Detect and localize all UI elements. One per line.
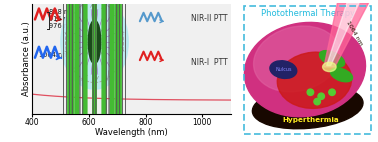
Circle shape — [110, 0, 114, 142]
Ellipse shape — [61, 0, 128, 89]
Circle shape — [83, 0, 87, 142]
Ellipse shape — [322, 62, 336, 72]
Ellipse shape — [330, 68, 353, 82]
Circle shape — [75, 0, 79, 142]
Text: NIR-II PTT: NIR-II PTT — [191, 14, 228, 23]
Text: 976 nm: 976 nm — [50, 23, 75, 29]
Ellipse shape — [277, 52, 352, 108]
Ellipse shape — [319, 51, 345, 67]
Text: Nulcus: Nulcus — [275, 67, 291, 72]
Circle shape — [329, 89, 335, 95]
Circle shape — [93, 0, 96, 142]
Circle shape — [118, 0, 121, 142]
Circle shape — [116, 0, 119, 142]
Circle shape — [102, 0, 106, 142]
Polygon shape — [324, 3, 369, 67]
Circle shape — [314, 98, 321, 105]
Text: 1064 nm: 1064 nm — [39, 52, 69, 58]
Ellipse shape — [245, 22, 366, 117]
Circle shape — [110, 0, 114, 142]
Circle shape — [75, 0, 79, 142]
Text: Hyperthermia: Hyperthermia — [282, 117, 339, 123]
Circle shape — [83, 0, 87, 142]
Circle shape — [102, 0, 106, 142]
Ellipse shape — [254, 26, 340, 92]
Ellipse shape — [253, 85, 363, 129]
Ellipse shape — [270, 61, 297, 78]
Circle shape — [68, 0, 71, 142]
Text: 808 nm: 808 nm — [50, 9, 75, 14]
Y-axis label: Absorbance (a.u.): Absorbance (a.u.) — [22, 22, 31, 96]
Circle shape — [93, 0, 96, 142]
Ellipse shape — [88, 20, 101, 64]
Circle shape — [116, 0, 119, 142]
X-axis label: Wavelength (nm): Wavelength (nm) — [95, 128, 168, 137]
Circle shape — [70, 0, 73, 142]
Circle shape — [307, 89, 314, 95]
Circle shape — [318, 93, 324, 100]
Text: 915 nm: 915 nm — [50, 16, 75, 22]
Text: NIR-I  PTT: NIR-I PTT — [191, 58, 228, 67]
Polygon shape — [327, 3, 359, 66]
Text: 1064 nm: 1064 nm — [345, 20, 364, 47]
Circle shape — [70, 0, 73, 142]
Text: Photothermal Therapy: Photothermal Therapy — [260, 9, 355, 18]
